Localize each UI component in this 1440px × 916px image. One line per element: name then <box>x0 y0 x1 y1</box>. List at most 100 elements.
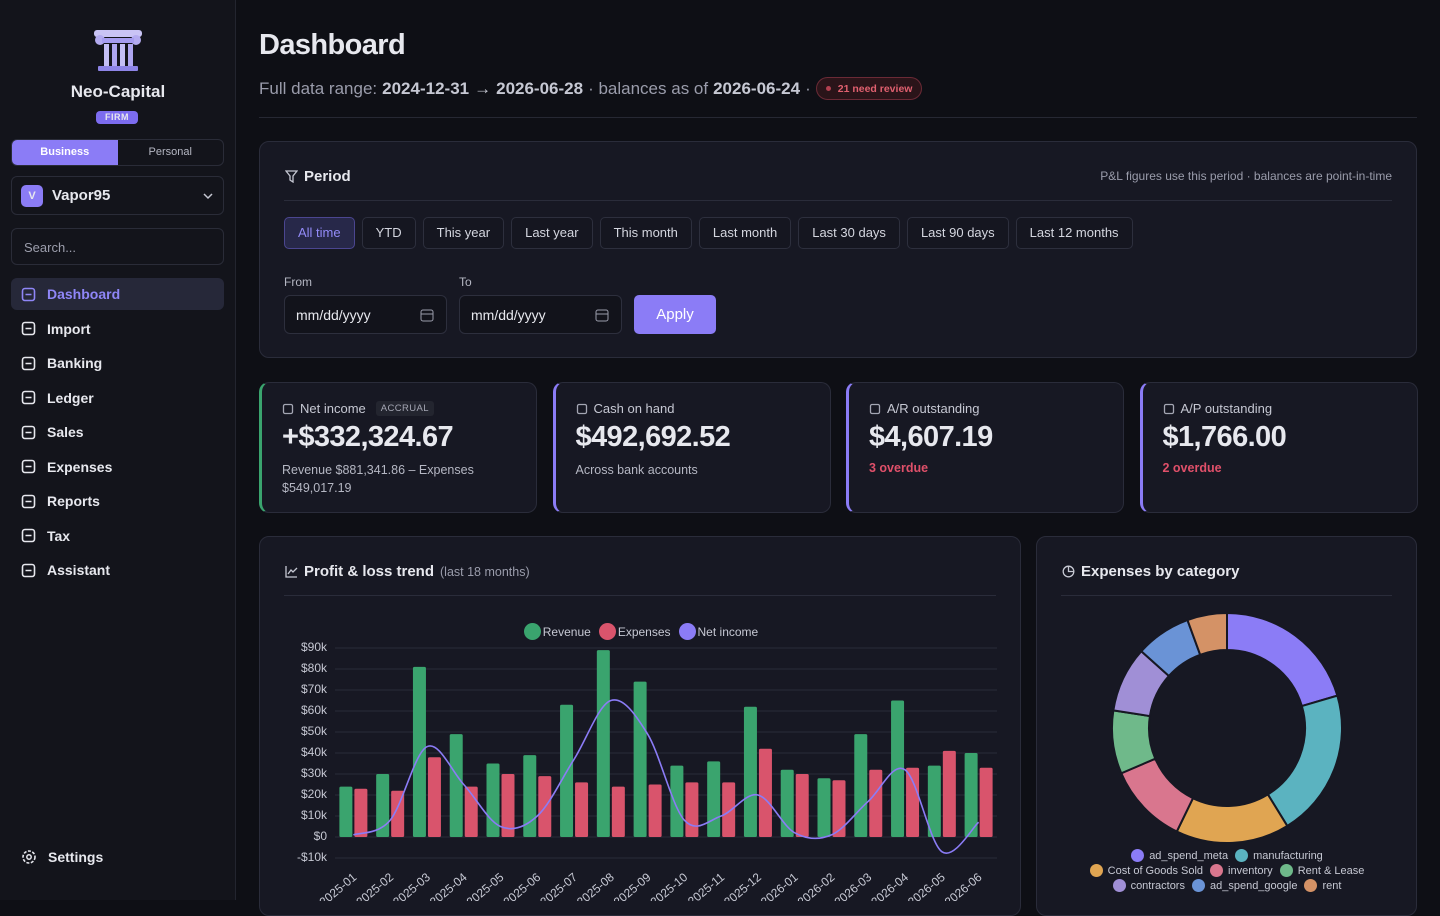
text: Full data range: <box>259 78 378 98</box>
bar <box>817 778 831 837</box>
nav-item[interactable]: Dashboard <box>11 278 224 310</box>
nav-item[interactable]: Tax <box>11 520 224 552</box>
date: 2026-06-28 <box>496 78 584 98</box>
icon <box>576 403 587 414</box>
icon-shape <box>21 494 36 508</box>
title-text: Period <box>304 168 351 185</box>
nav-item[interactable]: Reports <box>11 485 224 517</box>
icon <box>22 850 36 864</box>
icon-shape <box>21 459 36 474</box>
nav-item[interactable]: Sales <box>11 416 224 448</box>
kpi-card: A/P outstanding $1,766.00 2 overdue <box>1139 382 1418 513</box>
bar <box>942 750 956 837</box>
legend-swatch <box>1279 864 1293 877</box>
bar <box>523 755 537 837</box>
page-title: Dashboard <box>259 29 406 61</box>
placeholder: mm/dd/yyyy <box>296 307 371 323</box>
icon-shape <box>1163 403 1174 414</box>
nav-label: Assistant <box>47 562 111 578</box>
placeholder: mm/dd/yyyy <box>471 307 546 323</box>
preset-button[interactable]: Last 90 days <box>906 217 1009 249</box>
brand-badge: FIRM <box>96 111 138 124</box>
apply-button[interactable]: Apply <box>634 295 716 334</box>
icon-shape <box>21 287 36 301</box>
bar <box>685 782 699 837</box>
nav-label: Expenses <box>47 458 113 475</box>
preset-button[interactable]: This year <box>422 217 505 249</box>
divider <box>259 117 1417 118</box>
text: → <box>474 78 492 98</box>
nav-item[interactable]: Assistant <box>11 554 224 586</box>
icon <box>21 563 36 577</box>
legend-swatch <box>1089 864 1103 877</box>
preset-button[interactable]: This month <box>599 217 692 249</box>
card-title: Expenses by category <box>1062 563 1239 580</box>
kpi-label: A/R outstanding <box>869 401 980 416</box>
review-badge[interactable]: 21 need review <box>815 77 923 100</box>
icon <box>21 390 36 405</box>
preset-button[interactable]: Last 12 months <box>1015 217 1133 249</box>
nav-item[interactable]: Import <box>11 313 224 345</box>
x-tick-label: 2025-08 <box>574 870 617 901</box>
kpi-label: Cash on hand <box>576 401 675 416</box>
legend-item: rent <box>1304 879 1341 892</box>
expense-chart-card: Expenses by category ad_spend_meta manufa… <box>1036 536 1417 916</box>
kpi-label: Net income ACCRUAL <box>282 401 434 416</box>
date-input[interactable]: mm/dd/yyyy <box>459 295 622 334</box>
card-title: Profit & loss trend (last 18 months) <box>285 563 530 580</box>
preset-button[interactable]: Last 30 days <box>798 217 900 249</box>
nav-item[interactable]: Expenses <box>11 451 224 483</box>
legend-label: rent <box>1322 879 1342 892</box>
period-card: Period P&L figures use this period · bal… <box>259 141 1417 358</box>
field-label: To <box>459 275 472 289</box>
y-tick-label: $50k <box>301 724 328 738</box>
icon <box>21 494 36 508</box>
kpi-note: Revenue $881,341.86 – Expenses $549,017.… <box>282 463 474 495</box>
nav-label: Sales <box>47 424 84 440</box>
kpi-card: Net income ACCRUAL +$332,324.67 Revenue $88… <box>259 382 537 513</box>
settings-link[interactable]: Settings <box>21 849 103 865</box>
bar <box>486 763 500 837</box>
bar <box>758 748 772 837</box>
search-input[interactable]: Search... <box>11 228 224 265</box>
y-tick-label: $10k <box>301 808 328 822</box>
nav-item[interactable]: Banking <box>11 347 224 379</box>
nav-item[interactable]: Ledger <box>11 382 224 414</box>
legend-swatch <box>1112 879 1126 892</box>
preset-button[interactable]: Last month <box>698 217 792 249</box>
bar <box>501 774 515 837</box>
bar <box>780 769 794 837</box>
nav-label: Banking <box>47 355 103 371</box>
line-series <box>353 699 980 854</box>
field-label: From <box>284 275 312 289</box>
bar <box>391 790 405 837</box>
kpi-value: $1,766.00 <box>1162 421 1287 453</box>
preset-button[interactable]: YTD <box>361 217 416 249</box>
icon-shape <box>21 425 36 439</box>
icon <box>21 356 36 370</box>
legend-item: Cost of Goods Sold <box>1089 864 1203 877</box>
donut-slice <box>1226 611 1339 708</box>
preset-button[interactable]: All time <box>284 217 355 249</box>
kpi-value: $492,692.52 <box>575 421 731 453</box>
mode-button[interactable]: Business <box>12 140 118 165</box>
preset-button[interactable]: Last year <box>511 217 593 249</box>
kpi-note: Across bank accounts <box>575 463 698 477</box>
icon-shape <box>21 563 36 577</box>
icon <box>282 403 294 414</box>
x-tick-label: 2026-01 <box>758 870 801 901</box>
chart: -$10k $0 $10k $20k $30k $40k $50k $60k $70k $80k $… <box>297 640 997 901</box>
kpi-value: +$332,324.67 <box>282 421 454 453</box>
divider <box>1061 595 1392 596</box>
nav-label: Reports <box>47 493 100 509</box>
y-tick-label: $40k <box>301 745 328 759</box>
account-select[interactable]: V Vapor95 <box>11 176 224 215</box>
mode-button[interactable]: Personal <box>148 146 192 158</box>
date-input[interactable]: mm/dd/yyyy <box>284 295 447 334</box>
logo <box>94 30 142 71</box>
legend-swatch <box>523 623 541 640</box>
x-tick-label: 2026-03 <box>832 870 875 901</box>
kpi-label-text: Cash on hand <box>593 401 675 416</box>
x-tick-label: 2025-02 <box>353 870 396 901</box>
